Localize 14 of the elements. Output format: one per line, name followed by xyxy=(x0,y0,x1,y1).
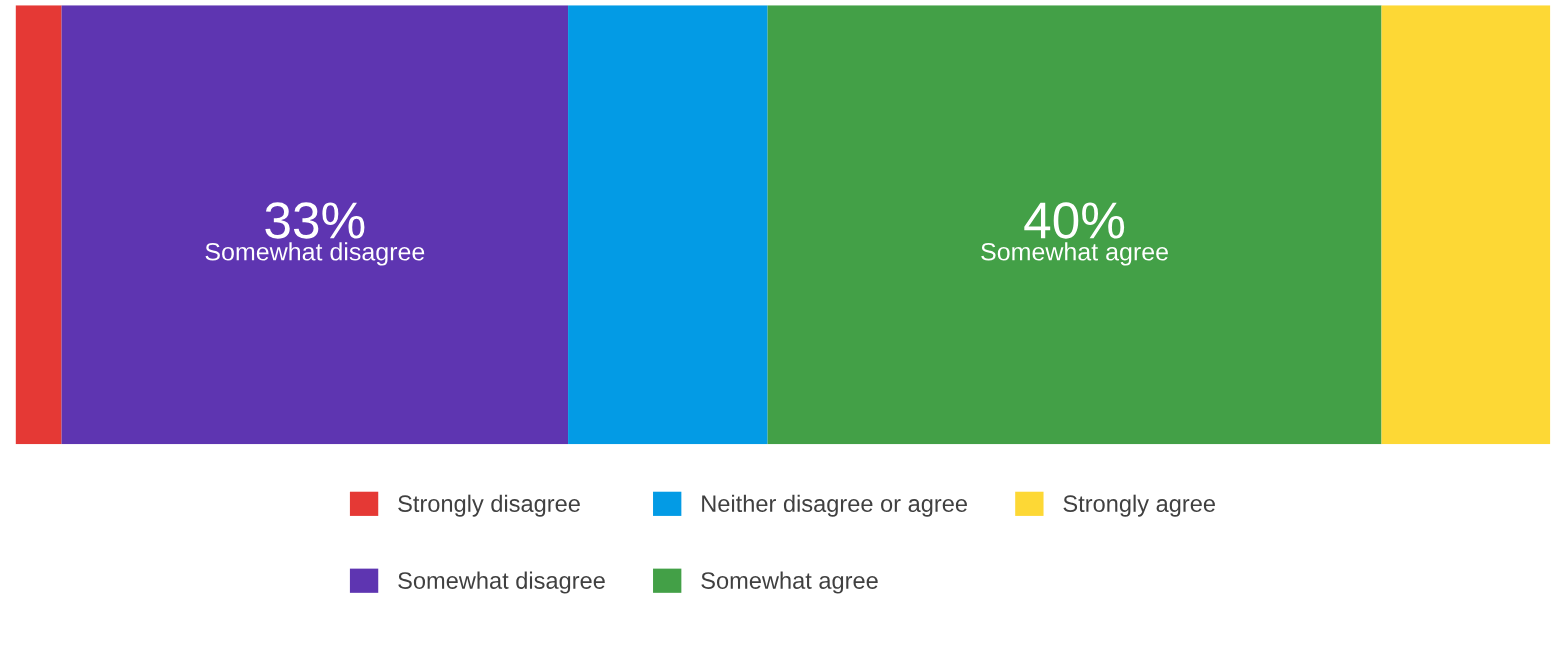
bar xyxy=(61,5,569,445)
legend-label: Neither disagree or agree xyxy=(702,494,967,517)
bar xyxy=(15,5,62,445)
legend-label: Somewhat agree xyxy=(701,571,878,594)
text: Somewhat disagree xyxy=(205,242,425,266)
legend-label: Strongly agree xyxy=(1063,494,1215,517)
data-label: 40% xyxy=(1024,202,1125,239)
bar xyxy=(767,5,1382,445)
legend-label: Strongly disagree xyxy=(398,494,580,517)
data-label: 33% xyxy=(265,202,365,239)
text: Somewhat agree xyxy=(981,242,1168,266)
bar xyxy=(1381,5,1551,445)
bar xyxy=(568,5,768,445)
legend-label: Somewhat disagree xyxy=(398,571,605,594)
